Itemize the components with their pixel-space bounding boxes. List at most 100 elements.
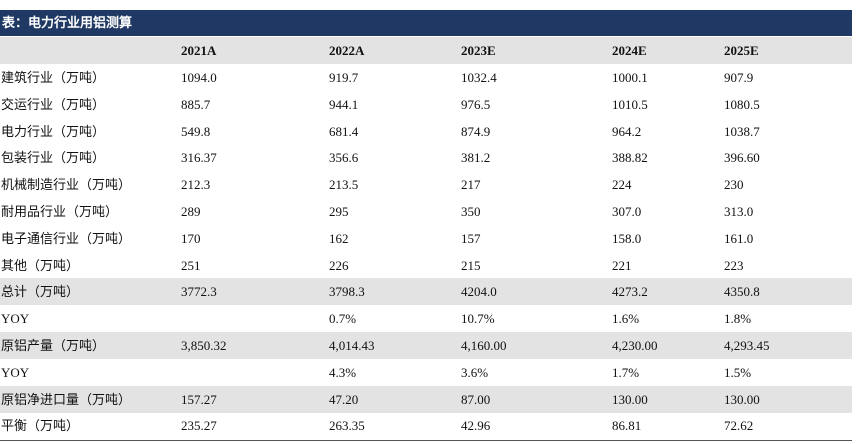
table-cell: 313.0 [724,204,754,219]
table-cell: 221 [612,257,632,273]
table-cell: 388.82 [612,150,648,166]
table-row: 其他（万吨） 251 226 215 221 223 [0,252,852,279]
column-header: 2021A [181,43,217,58]
row-label: 总计（万吨） [1,284,80,300]
table-cell: 316.37 [181,150,217,166]
table-cell: 0.7% [329,311,357,327]
table-cell: 4,293.45 [724,338,770,353]
table-cell: 1032.4 [461,70,497,85]
table-cell: 681.4 [329,123,359,139]
table-cell: 4,230.00 [612,338,658,353]
table-cell: 157.27 [181,391,217,407]
table-cell: 4.3% [329,364,357,380]
table-cell: 944.1 [329,96,359,112]
table-cell: 86.81 [612,418,642,434]
row-label: 建筑行业（万吨） [1,70,106,85]
table-cell: 549.8 [181,123,211,139]
row-label: 交运行业（万吨） [1,96,106,112]
row-label: 机械制造行业（万吨） [1,177,132,193]
table-cell: 162 [329,230,349,246]
table-cell: 72.62 [724,418,754,434]
table-cell: 157 [461,230,481,246]
table-cell: 356.6 [329,150,359,166]
row-label: 原铝产量（万吨） [1,338,106,353]
row-label: 电子通信行业（万吨） [1,230,132,246]
table-row: 平衡（万吨） 235.27 263.35 42.96 86.81 72.62 [0,412,852,439]
row-label: 耐用品行业（万吨） [1,204,119,219]
table-cell: 4273.2 [612,284,648,300]
table-cell: 4,160.00 [461,338,507,353]
table-cell: 295 [329,204,349,219]
table-row: 交运行业（万吨） 885.7 944.1 976.5 1010.5 1080.5 [0,91,852,118]
table-cell: 381.2 [461,150,491,166]
table-cell: 964.2 [612,123,642,139]
row-label: 平衡（万吨） [1,418,80,434]
table-row: 耐用品行业（万吨） 289 295 350 307.0 313.0 [0,198,852,225]
table-cell: 170 [181,230,201,246]
table-cell: 1000.1 [612,70,648,85]
table-cell: 396.60 [724,150,760,166]
table-row: YOY 4.3% 3.6% 1.7% 1.5% [0,359,852,386]
table-row: YOY 0.7% 10.7% 1.6% 1.8% [0,305,852,332]
row-label: YOY [1,364,30,380]
table-row: 总计（万吨） 3772.3 3798.3 4204.0 4273.2 4350.8 [0,278,852,306]
table-row: 原铝净进口量（万吨） 157.27 47.20 87.00 130.00 130.00 [0,385,852,413]
table-cell: 10.7% [461,311,495,327]
table-cell: 874.9 [461,123,491,139]
table-cell: 3.6% [461,364,489,380]
table-cell: 130.00 [612,391,648,407]
table-cell: 87.00 [461,391,491,407]
column-header: 2024E [612,43,647,58]
table-cell: 1010.5 [612,96,648,112]
row-label: 其他（万吨） [1,257,80,273]
table-cell: 1080.5 [724,96,760,112]
table-cell: 976.5 [461,96,491,112]
table-cell: 919.7 [329,70,359,85]
table-cell: 223 [724,257,744,273]
table-cell: 263.35 [329,418,365,434]
table-cell: 230 [724,177,744,193]
table-cell: 226 [329,257,349,273]
row-label: YOY [1,311,30,327]
table-row: 电力行业（万吨） 549.8 681.4 874.9 964.2 1038.7 [0,118,852,145]
table-cell: 3798.3 [329,284,365,300]
table-cell: 4350.8 [724,284,760,300]
table-cell: 307.0 [612,204,642,219]
table-row: 建筑行业（万吨） 1094.0 919.7 1032.4 1000.1 907.9 [0,64,852,91]
table-cell: 235.27 [181,418,217,434]
table-row: 电子通信行业（万吨） 170 162 157 158.0 161.0 [0,225,852,252]
table-cell: 1094.0 [181,70,217,85]
table-cell: 1.8% [724,311,752,327]
table-cell: 350 [461,204,481,219]
table-cell: 224 [612,177,632,193]
table-cell: 215 [461,257,481,273]
column-header: 2025E [724,43,759,58]
table-cell: 885.7 [181,96,211,112]
table-cell: 213.5 [329,177,359,193]
row-label: 包装行业（万吨） [1,150,106,166]
table-cell: 251 [181,257,201,273]
table-cell: 158.0 [612,230,642,246]
table-cell: 42.96 [461,418,491,434]
header-row: 2021A 2022A 2023E 2024E 2025E [0,37,852,64]
table-cell: 130.00 [724,391,760,407]
table-cell: 289 [181,204,201,219]
table-cell: 1.7% [612,364,640,380]
table-cell: 47.20 [329,391,359,407]
table-cell: 907.9 [724,70,754,85]
table-cell: 217 [461,177,481,193]
table-row: 机械制造行业（万吨） 212.3 213.5 217 224 230 [0,171,852,198]
table-cell: 4204.0 [461,284,497,300]
table-cell: 161.0 [724,230,754,246]
table-title: 表：电力行业用铝测算 [0,10,852,36]
column-header: 2023E [461,43,496,58]
table-cell: 3772.3 [181,284,217,300]
row-label: 电力行业（万吨） [1,123,106,139]
table-cell: 1.6% [612,311,640,327]
row-label: 原铝净进口量（万吨） [1,391,132,407]
table-row: 包装行业（万吨） 316.37 356.6 381.2 388.82 396.60 [0,144,852,171]
table-cell: 1038.7 [724,123,760,139]
table-cell: 3,850.32 [181,338,227,353]
table-cell: 4,014.43 [329,338,375,353]
